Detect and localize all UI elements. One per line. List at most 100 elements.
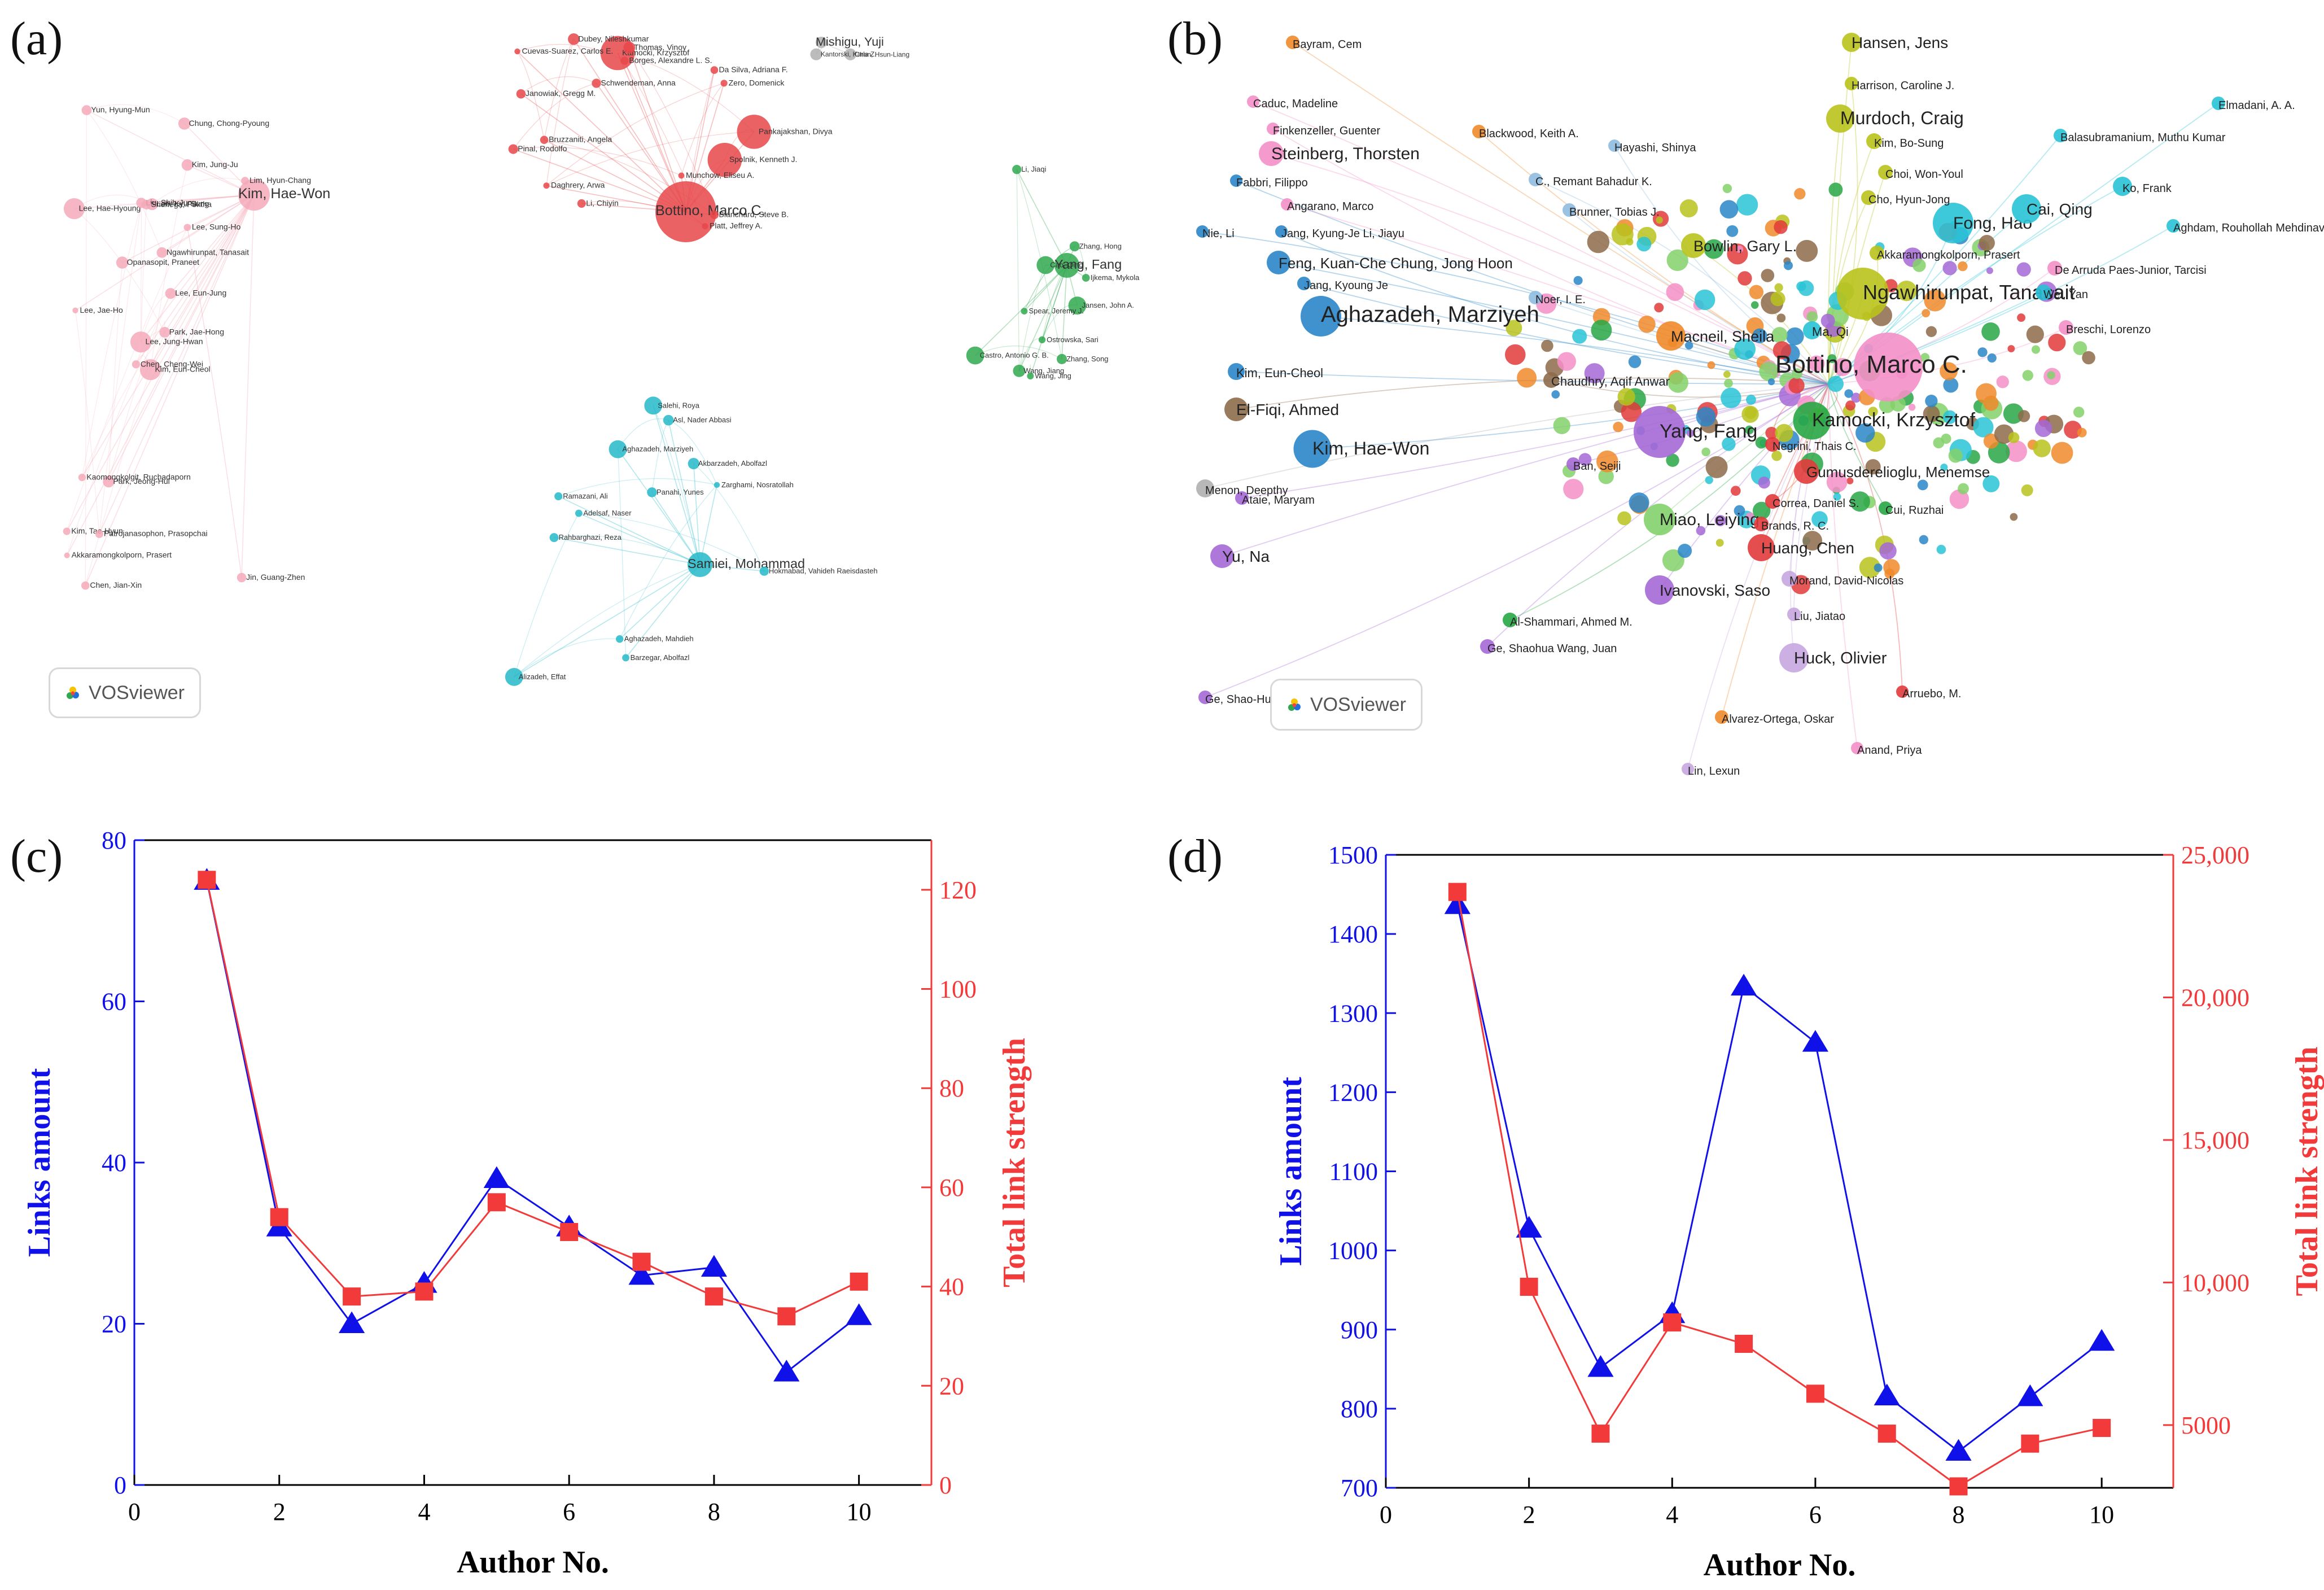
network-node bbox=[1949, 489, 1970, 509]
network-node bbox=[1943, 410, 1957, 424]
network-node-label: Bayram, Cem bbox=[1293, 38, 1362, 51]
y2-tick-label: 10,000 bbox=[2181, 1269, 2249, 1296]
network-node bbox=[2212, 97, 2225, 110]
network-node bbox=[1196, 225, 1209, 238]
network-node bbox=[1587, 230, 1610, 254]
y-tick-label: 900 bbox=[1341, 1316, 1378, 1344]
network-link bbox=[66, 227, 188, 532]
network-node-label: Borges, Alexandre L. S. bbox=[629, 56, 712, 65]
network-node-label: Fabbri, Filippo bbox=[1236, 177, 1308, 189]
network-node bbox=[1259, 141, 1284, 166]
network-node bbox=[1656, 321, 1686, 351]
network-node-label: Correa, Daniel S. bbox=[1772, 497, 1859, 510]
network-node-label: Lee, Jung-Hwan bbox=[146, 337, 203, 346]
network-node-label: Yu, Na bbox=[1222, 548, 1270, 565]
network-node bbox=[592, 78, 601, 88]
network-node bbox=[505, 668, 523, 686]
network-node bbox=[1749, 285, 1764, 300]
network-node bbox=[2034, 420, 2052, 438]
network-node bbox=[2073, 407, 2085, 418]
y2-tick-label: 20,000 bbox=[2181, 984, 2249, 1011]
network-node bbox=[1617, 511, 1631, 526]
network-node bbox=[1517, 368, 1537, 388]
network-node-label: Noer, I. E. bbox=[1535, 294, 1586, 306]
network-node bbox=[1235, 491, 1249, 505]
network-link bbox=[520, 93, 686, 212]
network-link bbox=[513, 147, 682, 176]
network-node bbox=[1696, 526, 1706, 536]
network-node bbox=[2054, 129, 2067, 142]
x-tick-label: 2 bbox=[273, 1498, 286, 1526]
network-node bbox=[1726, 225, 1739, 237]
network-node bbox=[554, 492, 563, 501]
network-node bbox=[1584, 363, 1605, 384]
network-node bbox=[1293, 430, 1332, 468]
network-node-label: Cho, Hyun-Jong bbox=[1868, 194, 1950, 206]
network-node bbox=[2167, 219, 2180, 233]
network-node bbox=[1936, 544, 1946, 554]
network-node bbox=[1596, 450, 1618, 473]
network-node-label: Huck, Olivier bbox=[1794, 649, 1887, 667]
network-node bbox=[1845, 77, 1858, 90]
network-link bbox=[554, 535, 701, 565]
network-node bbox=[238, 179, 270, 211]
network-link bbox=[67, 293, 171, 556]
network-node bbox=[1748, 534, 1775, 561]
network-node bbox=[1924, 289, 1946, 312]
panel-d-label: (d) bbox=[1167, 830, 1223, 883]
network-nodes: Kim, Hae-Won Kim, Eun-Cheol Lee, Hae-Hyoun… bbox=[63, 33, 1140, 686]
network-node bbox=[1621, 401, 1642, 422]
network-node bbox=[116, 256, 129, 269]
network-node bbox=[810, 48, 822, 60]
network-link bbox=[187, 227, 242, 578]
network-node-label: Pinal, Rodolfo bbox=[518, 144, 567, 153]
network-link bbox=[99, 194, 255, 535]
network-node bbox=[1879, 501, 1892, 515]
network-map-a: Kim, Hae-Won Kim, Eun-Cheol Lee, Hae-Hyoun… bbox=[63, 33, 1140, 686]
network-node-label: Kamocki, Krzysztof bbox=[1812, 409, 1976, 431]
network-node bbox=[1230, 174, 1242, 187]
network-node bbox=[1982, 475, 2000, 492]
network-link bbox=[140, 204, 147, 342]
network-node-label: Elmadani, A. A. bbox=[2218, 99, 2295, 112]
network-node bbox=[156, 247, 168, 258]
network-node-label: Negrini, Thais C. bbox=[1772, 440, 1857, 453]
network-link bbox=[1828, 383, 1886, 509]
network-link bbox=[241, 194, 255, 578]
network-link bbox=[1278, 262, 1830, 385]
network-node bbox=[1771, 451, 1782, 461]
network-node bbox=[1591, 320, 1612, 341]
network-link bbox=[1828, 222, 1954, 385]
network-link bbox=[651, 492, 701, 565]
network-link bbox=[517, 51, 545, 140]
network-node-label: Lin, Lexun bbox=[1688, 765, 1740, 777]
data-point-square bbox=[850, 1272, 868, 1291]
network-link bbox=[617, 418, 669, 449]
network-node-label: Ramazani, Ali bbox=[563, 492, 608, 500]
network-node bbox=[2082, 351, 2095, 365]
network-node-label: Menon, Deepthy bbox=[1205, 484, 1288, 497]
network-node bbox=[1505, 344, 1526, 365]
network-node bbox=[1776, 313, 1786, 323]
network-node bbox=[1745, 425, 1754, 435]
y-tick-label: 1500 bbox=[1328, 841, 1378, 869]
network-node-label: Ko, Frank bbox=[2122, 182, 2172, 195]
network-node bbox=[688, 457, 699, 470]
network-node bbox=[183, 224, 191, 231]
data-point-triangle bbox=[1587, 1355, 1614, 1377]
network-node-label: Feng, Kuan-Che Chung, Jong Hoon bbox=[1279, 255, 1513, 272]
network-link bbox=[66, 194, 255, 532]
network-node bbox=[508, 144, 518, 154]
network-node-label: Miao, Leiying bbox=[1660, 510, 1760, 529]
network-node bbox=[2113, 177, 2132, 196]
network-node-label: Aghazadeh, Marziyeh bbox=[622, 445, 693, 453]
network-node bbox=[1794, 188, 1806, 200]
network-link bbox=[513, 82, 597, 150]
network-link bbox=[135, 194, 255, 365]
network-node bbox=[1765, 494, 1780, 509]
network-node bbox=[1767, 378, 1775, 386]
y2-tick-label: 20 bbox=[939, 1372, 964, 1400]
network-node bbox=[647, 487, 657, 497]
data-point-triangle bbox=[483, 1166, 510, 1189]
network-node bbox=[1667, 372, 1688, 393]
